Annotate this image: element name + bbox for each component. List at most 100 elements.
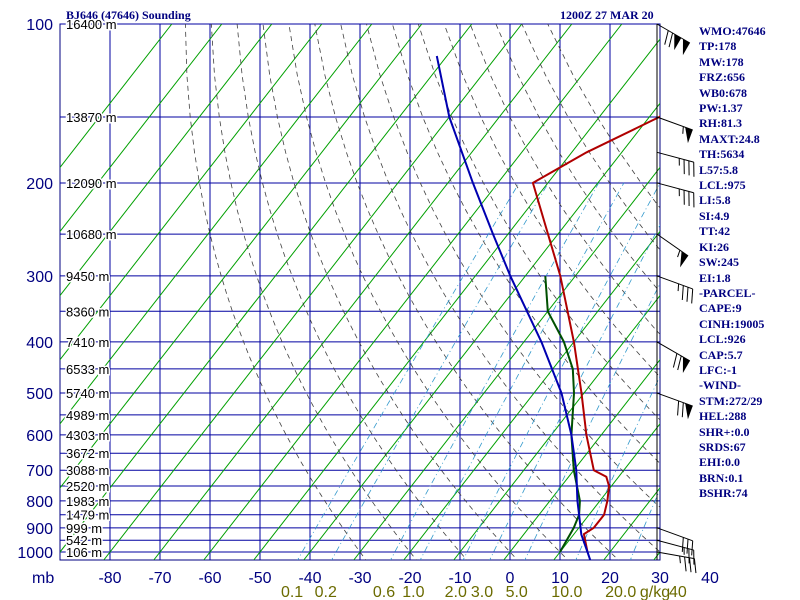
index-item: EI:1.8: [699, 270, 731, 285]
height-label: 4303 m: [66, 428, 109, 443]
index-item: HEL:288: [699, 409, 747, 424]
isotherm-line: [253, 38, 660, 560]
index-item: KI:26: [699, 239, 729, 254]
mixing-ratio-line: [575, 375, 660, 560]
dry-adiabat-line: [443, 24, 660, 378]
height-label: 1479 m: [66, 508, 109, 523]
wind-barb-feather: [681, 402, 684, 418]
height-label: 3672 m: [66, 446, 109, 461]
index-item: SRDS:67: [699, 439, 746, 454]
isotherm-line: [303, 102, 660, 560]
height-label: 16400 m: [66, 17, 117, 32]
dry-adiabat-line: [469, 24, 660, 335]
dry-adiabat-line: [392, 24, 660, 464]
wind-barb-flag: [685, 403, 693, 420]
index-item: LI:5.8: [699, 193, 731, 208]
wind-barb-feather: [686, 539, 689, 554]
isotherm-line: [60, 24, 273, 297]
wind-barb-feather: [686, 287, 689, 302]
index-item: MAXT:24.8: [699, 131, 760, 146]
mixing-ratio-label: 2.0: [445, 584, 467, 600]
index-item: WB0:678: [699, 85, 747, 100]
temperature-tick-label: -50: [248, 570, 271, 587]
mixing-ratio-line: [297, 182, 520, 560]
isotherm-line: [60, 24, 173, 169]
index-item: MW:178: [699, 54, 744, 69]
index-item: BRN:0.1: [699, 470, 744, 485]
wind-barb: [656, 527, 694, 556]
wind-barb-feather: [693, 558, 697, 574]
temperature-tick-label: 40: [701, 570, 719, 587]
isotherm-line: [103, 24, 523, 560]
dry-adiabat-line: [366, 24, 660, 508]
temperature-tick-label: -30: [348, 570, 371, 587]
wind-barb-staff: [656, 527, 693, 542]
wind-barb-feather: [689, 557, 692, 573]
mixing-ratio-line: [331, 182, 549, 560]
isotherm-line: [203, 24, 623, 560]
sounding-time: 1200Z 27 MAR 20: [560, 8, 654, 22]
wind-barb: [656, 116, 693, 144]
wind-barb-staff: [656, 275, 693, 290]
mixing-ratio-line: [390, 182, 600, 560]
parcel-path: [435, 55, 592, 560]
isotherm-line: [60, 24, 423, 489]
plot-grid: [59, 23, 661, 561]
wind-barb-flag: [680, 251, 689, 268]
mixing-ratio-line: [524, 282, 660, 560]
wind-barb-feather: [677, 400, 680, 416]
index-item: TH:5634: [699, 147, 745, 162]
wind-barb-half-feather: [677, 283, 680, 292]
index-item: CINH:19005: [699, 316, 765, 331]
mixing-ratio-line: [462, 182, 660, 560]
mb-axis-label: mb: [32, 570, 54, 587]
wind-barb: [656, 539, 695, 565]
mixing-ratio-label: 10.0: [551, 584, 582, 600]
pressure-tick-label: 300: [26, 269, 53, 286]
isotherm-line: [453, 294, 660, 560]
height-label: 1983 m: [66, 494, 109, 509]
temperature-tick-label: 10: [551, 570, 569, 587]
mixing-ratio-line: [489, 224, 660, 560]
mixing-ratio-label: 0.1: [281, 584, 303, 600]
mixing-ratio-unit: g/kg: [640, 584, 670, 600]
temperature-tick-label: 30: [651, 570, 669, 587]
isotherm-line: [153, 24, 573, 560]
wind-barb: [656, 551, 697, 574]
isotherm-line: [403, 230, 660, 560]
dewpoint-profile: [544, 275, 581, 553]
wind-barb-staff: [656, 551, 695, 560]
index-item: SW:245: [699, 255, 740, 270]
index-item: TT:42: [699, 224, 731, 239]
mixing-ratio-label: 1.0: [402, 584, 424, 600]
mixing-ratio-label: 20.0: [605, 584, 636, 600]
index-item: BSHR:74: [699, 486, 748, 501]
mixing-ratio-label: 5.0: [506, 584, 528, 600]
wind-barb-staff: [656, 182, 694, 194]
indices-panel: WMO:47646 TP:178 MW:178 FRZ:656 WB0:678 PW:1.…: [699, 24, 766, 502]
wind-barb-flag: [682, 356, 690, 374]
isotherm-line: [60, 24, 373, 425]
dry-adiabat-line: [288, 24, 569, 560]
temperature-tick-label: 20: [601, 570, 619, 587]
wind-barb-feather: [677, 355, 682, 371]
pressure-tick-label: 800: [26, 494, 53, 511]
pressure-tick-label: 700: [26, 463, 53, 480]
wind-barb-feather: [681, 537, 684, 552]
temperature-tick-label: 0: [506, 570, 515, 587]
index-item: PW:1.37: [699, 101, 743, 116]
isotherm-line: [553, 422, 660, 560]
wind-barb-feather: [691, 540, 694, 556]
dry-adiabat-line: [521, 24, 660, 251]
index-item: TP:178: [699, 39, 737, 54]
dry-adiabat-line: [210, 24, 417, 560]
index-item: RH:81.3: [699, 116, 742, 131]
index-item: L57:5.8: [699, 162, 738, 177]
wind-barb-staff: [656, 392, 693, 407]
isotherm-line: [60, 24, 223, 233]
dry-adiabat-line: [340, 24, 660, 553]
wind-barb: [656, 233, 689, 268]
pressure-tick-label: 1000: [17, 545, 53, 562]
wind-barb-staff: [656, 539, 694, 551]
isotherm-line: [60, 24, 473, 553]
